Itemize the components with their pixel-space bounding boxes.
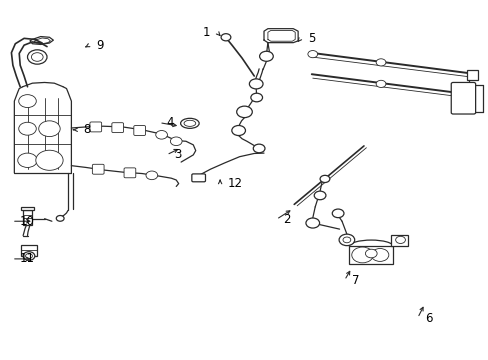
Circle shape [56, 216, 64, 221]
Circle shape [259, 51, 273, 61]
Circle shape [314, 191, 325, 200]
Polygon shape [22, 211, 32, 225]
Circle shape [395, 236, 405, 243]
FancyBboxPatch shape [92, 164, 104, 174]
Circle shape [31, 53, 43, 61]
Text: 11: 11 [19, 252, 34, 265]
Circle shape [320, 175, 329, 183]
Text: 8: 8 [83, 123, 91, 136]
Circle shape [27, 50, 47, 64]
Text: 2: 2 [283, 213, 290, 226]
Circle shape [338, 234, 354, 246]
Text: 9: 9 [96, 39, 103, 52]
Text: 12: 12 [227, 177, 242, 190]
FancyBboxPatch shape [450, 82, 475, 114]
Circle shape [307, 50, 317, 58]
Polygon shape [466, 69, 477, 80]
Circle shape [370, 248, 388, 261]
Ellipse shape [183, 120, 195, 126]
Polygon shape [390, 235, 407, 246]
Circle shape [231, 126, 245, 135]
Circle shape [375, 59, 385, 66]
Text: 1: 1 [203, 27, 210, 40]
Polygon shape [348, 246, 392, 264]
Circle shape [170, 137, 182, 145]
Text: 3: 3 [173, 148, 181, 161]
Circle shape [342, 237, 350, 243]
Circle shape [305, 218, 319, 228]
Circle shape [351, 247, 372, 263]
Text: 4: 4 [166, 116, 174, 129]
Circle shape [36, 150, 63, 170]
Circle shape [331, 209, 343, 218]
Circle shape [156, 131, 167, 139]
Circle shape [236, 106, 252, 118]
Text: 10: 10 [19, 215, 34, 228]
Circle shape [250, 93, 262, 102]
Polygon shape [21, 245, 37, 256]
Circle shape [19, 95, 36, 108]
Text: 5: 5 [307, 32, 315, 45]
Circle shape [253, 144, 264, 153]
Circle shape [39, 121, 60, 136]
Circle shape [23, 252, 35, 260]
Circle shape [221, 34, 230, 41]
FancyBboxPatch shape [191, 174, 205, 182]
Polygon shape [21, 207, 34, 211]
FancyBboxPatch shape [124, 168, 136, 178]
Circle shape [146, 171, 158, 180]
Text: 6: 6 [424, 311, 431, 325]
Circle shape [375, 80, 385, 87]
FancyBboxPatch shape [112, 123, 123, 132]
FancyBboxPatch shape [90, 122, 102, 132]
Ellipse shape [180, 118, 199, 129]
Circle shape [18, 153, 37, 167]
Circle shape [19, 122, 36, 135]
Circle shape [25, 253, 32, 258]
Text: 7: 7 [351, 274, 359, 287]
FancyBboxPatch shape [134, 126, 145, 135]
Circle shape [365, 249, 376, 258]
Circle shape [249, 79, 263, 89]
